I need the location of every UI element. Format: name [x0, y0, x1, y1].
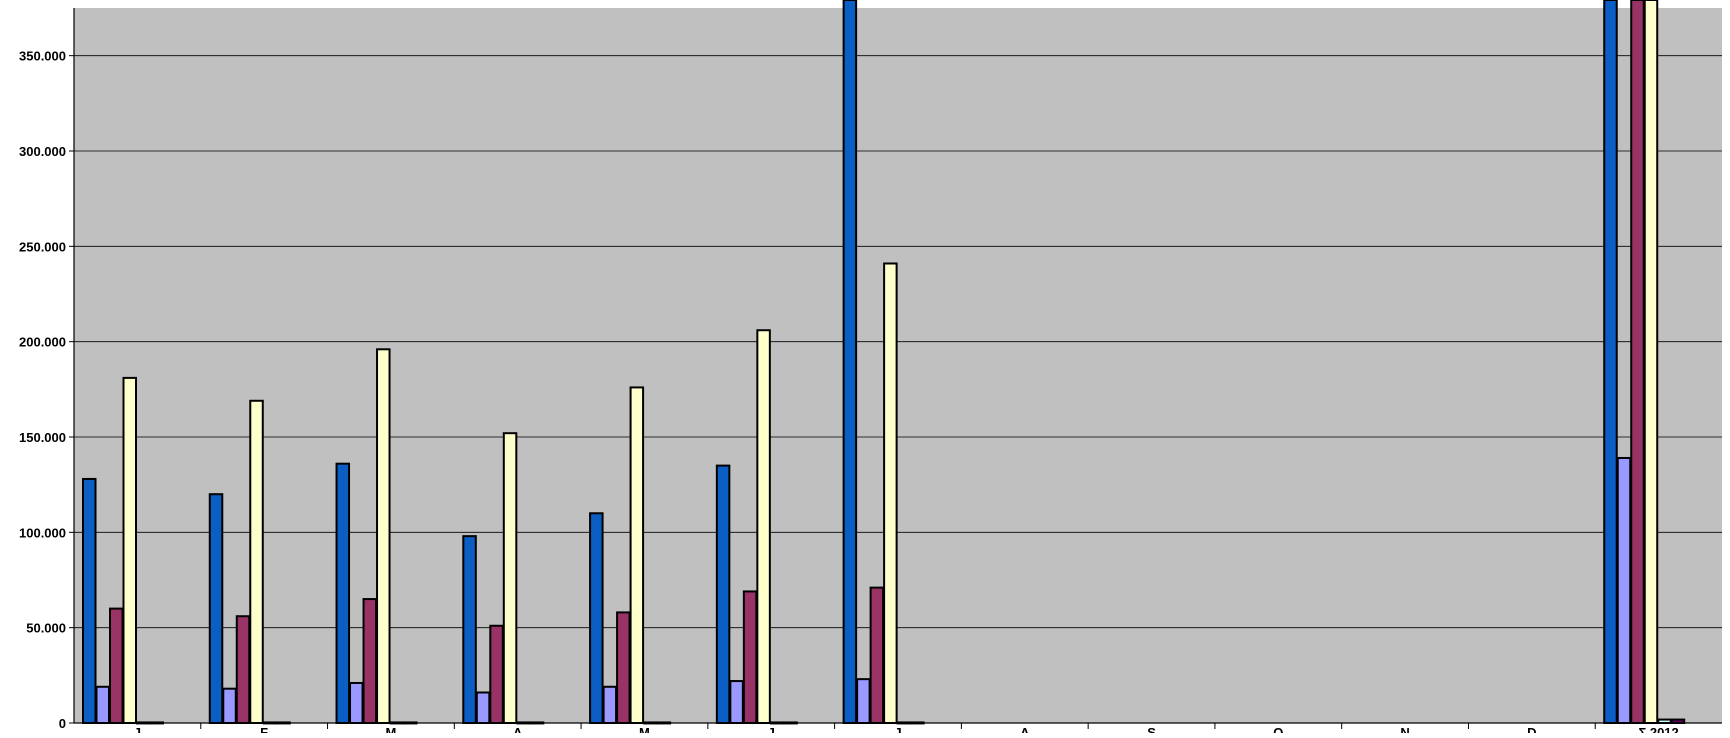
bar	[489, 624, 504, 725]
y-tick-label: 150.000	[19, 430, 66, 445]
bar	[1643, 0, 1659, 724]
bar	[589, 512, 604, 724]
bar	[122, 376, 137, 724]
x-tick-label: A	[513, 725, 523, 733]
x-tick-label: N	[1400, 725, 1409, 733]
bar	[475, 691, 491, 725]
bar	[729, 680, 744, 725]
x-tick-label: M	[639, 725, 650, 733]
x-tick-label: D	[1527, 725, 1536, 733]
y-tick-label: 250.000	[19, 239, 66, 254]
bar	[616, 611, 631, 724]
y-tick-label: 0	[59, 716, 66, 731]
x-tick-label: S	[1147, 725, 1156, 733]
bar	[362, 598, 378, 724]
x-tick-label: J	[768, 725, 775, 733]
bar	[462, 535, 477, 724]
bar	[742, 590, 758, 724]
bar	[82, 477, 97, 724]
bar	[502, 432, 518, 724]
y-tick-label: 100.000	[19, 525, 66, 540]
x-tick-label: J	[134, 725, 141, 733]
bar	[1603, 0, 1618, 724]
bar	[842, 0, 858, 724]
x-tick-label: O	[1273, 725, 1283, 733]
bar	[109, 607, 124, 724]
bar	[208, 493, 224, 725]
bar	[1616, 456, 1632, 724]
plot-area	[74, 8, 1722, 723]
bar	[95, 685, 110, 724]
bar	[376, 348, 391, 724]
bar	[856, 678, 871, 724]
y-tick-label: 350.000	[19, 49, 66, 64]
bar	[869, 586, 885, 724]
bar	[349, 681, 364, 725]
bar	[1630, 0, 1645, 724]
bar	[335, 462, 351, 724]
axes: 0 50.000 100.000 150.000 200.000 250.000 300.0…	[19, 8, 1722, 738]
x-tick-label: A	[1020, 725, 1030, 733]
bar	[222, 687, 237, 724]
x-tick-label: J	[894, 725, 901, 733]
y-tick-label: 300.000	[19, 144, 66, 159]
y-tick-label: 50.000	[26, 621, 66, 636]
bar	[715, 464, 731, 724]
bar	[629, 386, 645, 724]
bar	[756, 329, 771, 724]
y-tick-label: 200.000	[19, 335, 66, 350]
bar	[235, 615, 251, 725]
x-tick-label: M	[386, 725, 397, 733]
x-tick-label: Σ 2012	[1638, 725, 1678, 733]
bar	[602, 685, 618, 724]
bar	[249, 399, 264, 724]
bar	[883, 262, 898, 724]
x-tick-label: F	[260, 725, 268, 733]
